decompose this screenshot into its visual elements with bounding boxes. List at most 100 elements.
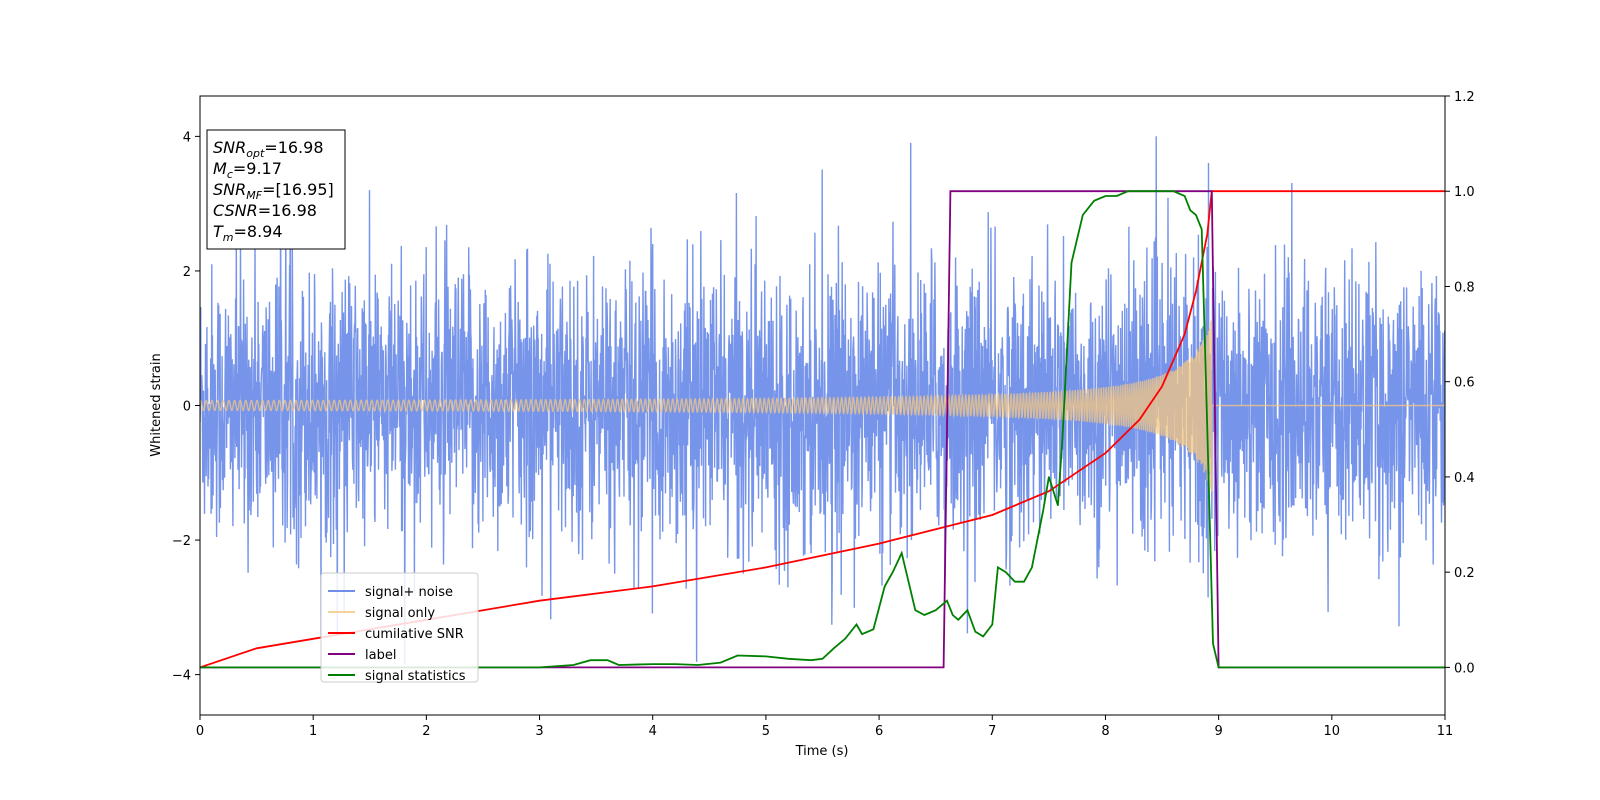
data-point bbox=[1218, 666, 1220, 669]
data-point bbox=[855, 623, 858, 626]
data-point bbox=[974, 631, 976, 633]
data-point bbox=[737, 654, 739, 657]
info-line: CSNR=16.98 bbox=[213, 201, 317, 220]
x-tick-label: 1 bbox=[309, 724, 317, 739]
y-tick-label-left: −4 bbox=[172, 669, 191, 684]
series-signal-statistics bbox=[200, 190, 1445, 669]
x-tick-label: 10 bbox=[1324, 724, 1341, 739]
legend: signal+ noise signal only cumilative SNR la… bbox=[320, 572, 479, 684]
legend-label: label bbox=[365, 648, 396, 663]
data-point bbox=[821, 658, 824, 660]
y-tick-label-right: 0.6 bbox=[1454, 376, 1475, 391]
y-tick-label-left: 4 bbox=[183, 130, 191, 145]
y-tick-label-right: 0.8 bbox=[1454, 280, 1475, 295]
x-axis: 0 1 2 3 4 5 6 7 8 9 10 11 bbox=[196, 715, 1453, 739]
data-point bbox=[572, 664, 575, 666]
data-point bbox=[720, 662, 722, 664]
data-point bbox=[1212, 643, 1214, 645]
data-point bbox=[256, 647, 258, 649]
data-point bbox=[312, 666, 314, 669]
data-point bbox=[914, 609, 916, 611]
data-point bbox=[1331, 190, 1333, 192]
data-point bbox=[1218, 190, 1220, 192]
data-point bbox=[1211, 190, 1213, 192]
series-signal-only bbox=[200, 320, 1445, 492]
data-point bbox=[1042, 509, 1044, 511]
info-line: Tm=8.94 bbox=[213, 222, 283, 244]
legend-label: signal+ noise bbox=[365, 585, 453, 600]
data-point bbox=[884, 585, 886, 588]
data-point bbox=[1189, 209, 1191, 211]
data-point bbox=[538, 666, 541, 669]
x-tick-label: 2 bbox=[422, 724, 430, 739]
data-point bbox=[674, 663, 677, 665]
info-value: =8.94 bbox=[234, 222, 283, 241]
info-box: SNRopt=16.98Mc=9.17SNRMF=[16.95]CSNR=16.… bbox=[206, 129, 346, 250]
info-variable: SNR bbox=[213, 138, 246, 157]
data-point bbox=[991, 514, 993, 516]
data-point bbox=[1023, 581, 1025, 583]
data-point bbox=[1161, 385, 1163, 388]
data-point bbox=[946, 600, 948, 602]
y-tick-label-right: 1.0 bbox=[1454, 185, 1475, 200]
data-point bbox=[1172, 190, 1174, 192]
x-axis-label: Time (s) bbox=[795, 744, 849, 759]
data-point bbox=[1206, 428, 1208, 430]
info-box-frame bbox=[206, 129, 346, 250]
data-point bbox=[1116, 195, 1118, 197]
data-point bbox=[312, 638, 314, 640]
data-point bbox=[991, 623, 993, 626]
y-axis-left: −4 −2 0 2 4 bbox=[172, 130, 200, 684]
data-point bbox=[844, 638, 846, 640]
x-tick-label: 9 bbox=[1214, 724, 1222, 739]
series-line bbox=[200, 190, 1445, 669]
x-tick-label: 11 bbox=[1437, 724, 1454, 739]
data-point bbox=[1201, 228, 1203, 230]
data-point bbox=[810, 659, 812, 661]
data-point bbox=[1331, 666, 1333, 669]
y-tick-label-left: 0 bbox=[183, 400, 191, 415]
y-tick-label-right: 0.0 bbox=[1454, 661, 1475, 676]
data-point bbox=[1206, 233, 1208, 235]
info-variable: SNR bbox=[213, 180, 246, 199]
data-point bbox=[901, 552, 903, 554]
data-point bbox=[787, 658, 790, 660]
data-point bbox=[697, 664, 699, 666]
data-point bbox=[943, 666, 945, 669]
data-point bbox=[872, 628, 875, 630]
data-point bbox=[589, 659, 592, 661]
y-tick-label-right: 0.4 bbox=[1454, 471, 1475, 486]
y-axis-label-left: Whitened strain bbox=[149, 353, 164, 456]
series-line bbox=[200, 320, 1445, 492]
legend-label: signal statistics bbox=[365, 669, 466, 684]
data-point bbox=[1005, 571, 1007, 573]
data-point bbox=[1138, 419, 1140, 421]
data-point bbox=[765, 655, 767, 658]
data-point bbox=[652, 585, 654, 588]
y-axis-right: 0.0 0.2 0.4 0.6 0.8 1.0 1.2 bbox=[1445, 90, 1475, 676]
data-point bbox=[1048, 476, 1050, 478]
info-variable: M bbox=[213, 159, 227, 178]
data-point bbox=[1150, 190, 1152, 192]
x-tick-label: 5 bbox=[762, 724, 770, 739]
info-subscript: opt bbox=[246, 147, 265, 160]
data-point bbox=[1057, 504, 1059, 507]
data-point bbox=[952, 614, 954, 616]
y-tick-label-left: 2 bbox=[183, 265, 191, 280]
data-point bbox=[1014, 581, 1016, 583]
data-point bbox=[618, 664, 620, 666]
x-tick-label: 0 bbox=[196, 724, 204, 739]
data-point bbox=[949, 190, 952, 192]
data-point bbox=[1070, 262, 1073, 264]
data-point bbox=[1082, 214, 1084, 216]
data-point bbox=[765, 566, 767, 569]
data-point bbox=[923, 614, 926, 616]
data-point bbox=[1061, 438, 1063, 440]
data-point bbox=[982, 635, 984, 638]
y-tick-label-right: 1.2 bbox=[1454, 90, 1475, 105]
data-point bbox=[1184, 195, 1186, 197]
info-value: =[16.95] bbox=[262, 180, 334, 199]
x-tick-label: 3 bbox=[535, 724, 543, 739]
data-point bbox=[935, 609, 937, 611]
